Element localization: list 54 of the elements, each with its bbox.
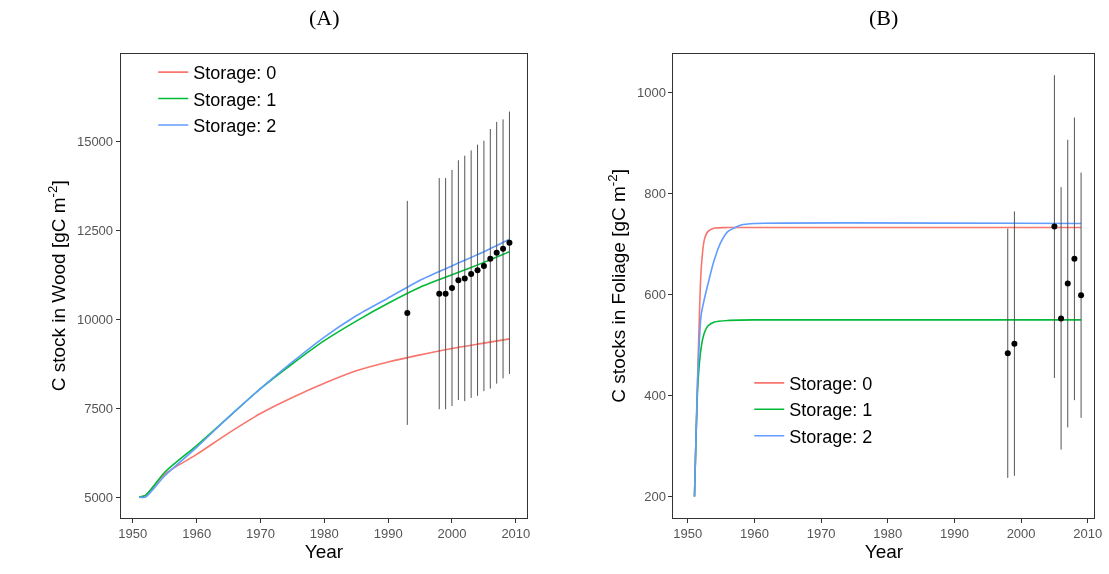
point: [487, 255, 494, 262]
x-axis-title: Year: [864, 541, 904, 563]
y-tick-label: 12500: [76, 222, 114, 238]
point: [1064, 280, 1071, 287]
x-tick-label: 1990: [373, 526, 403, 542]
x-tick-label: 2000: [1006, 526, 1036, 542]
x-tick-label: 2000: [437, 526, 467, 542]
point: [1004, 350, 1011, 357]
point: [1071, 255, 1078, 262]
x-tick-label: 1950: [118, 526, 148, 542]
x-tick-label: 1980: [309, 526, 339, 542]
point: [455, 277, 462, 284]
point: [506, 239, 513, 246]
y-tick-label: 10000: [76, 311, 114, 327]
x-tick-label: 2010: [1073, 526, 1103, 542]
point: [480, 262, 487, 269]
x-axis-title: Year: [304, 541, 344, 563]
legend-label: Storage: 0: [789, 373, 873, 394]
x-tick-label: 2010: [501, 526, 531, 542]
x-tick-label: 1960: [740, 526, 769, 542]
x-tick-label: 1950: [673, 526, 703, 542]
point: [468, 271, 475, 278]
y-tick-label: 1000: [636, 85, 666, 101]
x-tick-label: 1970: [246, 526, 275, 542]
legend-label: Storage: 2: [789, 426, 873, 447]
point: [442, 290, 449, 297]
y-tick-label: 7500: [84, 400, 114, 416]
point: [404, 309, 411, 316]
x-tick-label: 1990: [939, 526, 969, 542]
legend-label: Storage: 1: [789, 400, 873, 421]
point: [1058, 315, 1065, 322]
point: [1051, 223, 1058, 230]
point: [448, 284, 455, 291]
chart-title: (B): [869, 5, 899, 30]
y-tick-label: 600: [644, 287, 666, 303]
point: [493, 249, 500, 256]
point: [1078, 292, 1085, 299]
y-tick-label: 400: [644, 388, 666, 404]
y-tick-label: 15000: [76, 134, 114, 149]
legend-label: Storage: 1: [193, 89, 277, 110]
legend-label: Storage: 0: [193, 63, 277, 84]
point: [500, 245, 507, 252]
legend-label: Storage: 2: [193, 115, 277, 136]
x-tick-label: 1980: [873, 526, 903, 542]
chart-title: (A): [309, 5, 340, 30]
x-tick-label: 1960: [182, 526, 212, 542]
y-tick-label: 200: [644, 489, 666, 505]
point: [474, 267, 481, 274]
y-tick-label: 5000: [84, 489, 114, 505]
x-tick-label: 1970: [806, 526, 836, 542]
point: [461, 275, 468, 282]
point: [436, 290, 443, 297]
y-tick-label: 800: [644, 186, 666, 202]
point: [1011, 340, 1018, 347]
